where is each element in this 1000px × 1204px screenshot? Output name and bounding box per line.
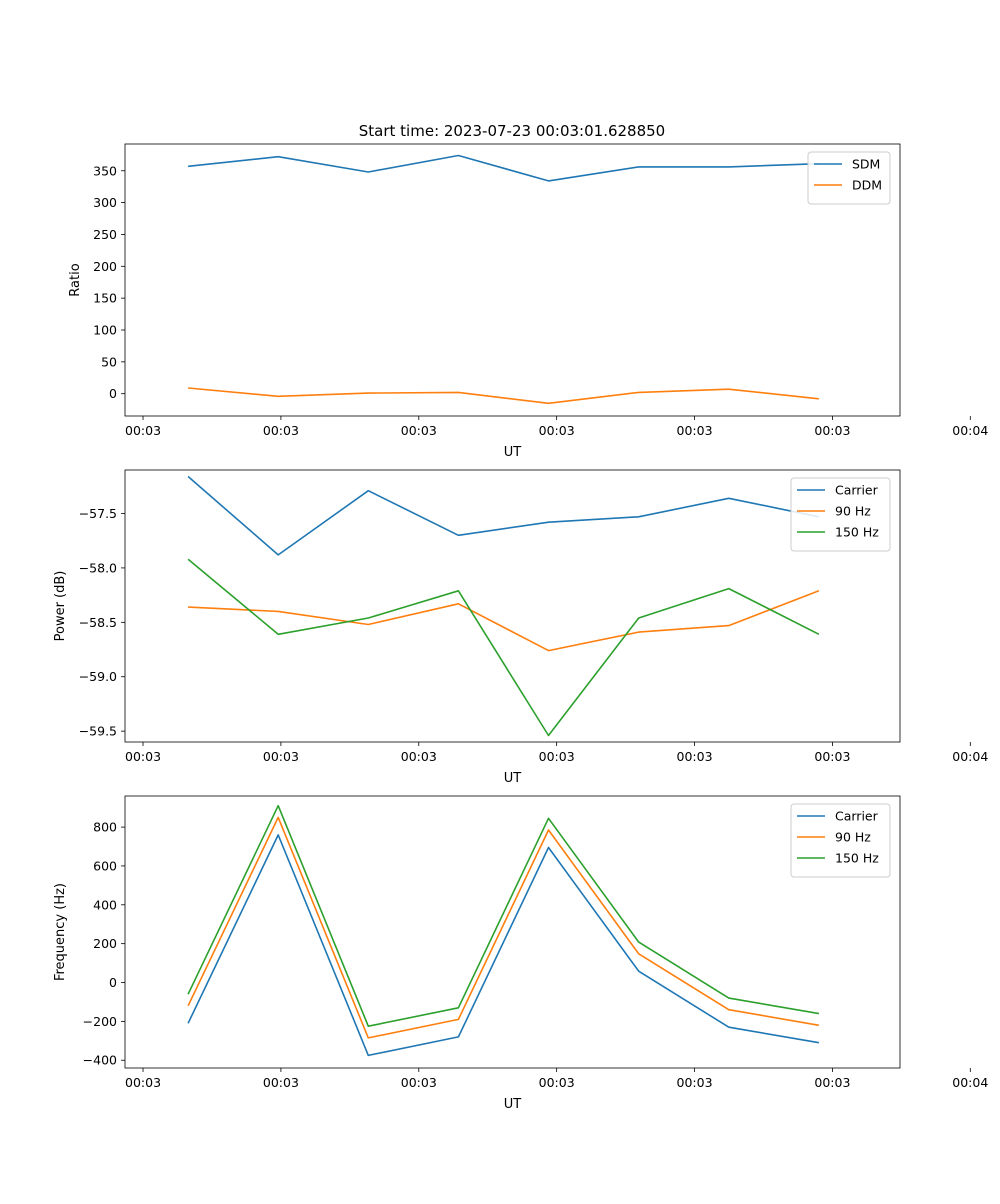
series-line-sdm (188, 154, 819, 182)
x-tick-label: 00:03 (401, 749, 437, 764)
legend-label: 90 Hz (835, 504, 871, 519)
series-line-150-hz (187, 804, 820, 1027)
y-tick-label: 50 (101, 354, 117, 369)
x-tick-label: 00:03 (125, 1075, 161, 1090)
x-tick-label: 00:04 (952, 1075, 988, 1090)
x-tick-label: 00:03 (814, 749, 850, 764)
x-tick-label: 00:04 (952, 749, 988, 764)
x-tick-label: 00:03 (125, 423, 161, 438)
legend-label: 150 Hz (835, 525, 879, 540)
plot-frame (124, 795, 901, 1069)
series-line-carrier (187, 475, 820, 556)
y-tick-label: −200 (83, 1014, 117, 1029)
legend-label: Carrier (835, 483, 879, 498)
y-tick-label: 0 (109, 386, 117, 401)
legend-label: SDM (852, 157, 880, 172)
legend: SDM DDM (807, 151, 891, 205)
plot-frame (124, 469, 901, 743)
y-axis-label: Frequency (Hz) (53, 883, 68, 981)
x-tick-label: 00:03 (814, 423, 850, 438)
x-tick-label: 00:03 (263, 749, 299, 764)
x-tick-label: 00:03 (539, 749, 575, 764)
y-tick-label: 0 (109, 975, 117, 990)
x-tick-label: 00:03 (263, 423, 299, 438)
legend-box (807, 151, 891, 205)
frequency-plot: 00:03 00:03 00:03 00:03 00:03 00:03 00:04 −400 −… (53, 795, 988, 1112)
y-tick-label: −57.5 (79, 506, 117, 521)
x-tick-label: 00:03 (677, 1075, 713, 1090)
y-tick-label: 600 (93, 858, 117, 873)
x-tick-label: 00:03 (263, 1075, 299, 1090)
y-tick-label: −58.0 (79, 560, 117, 575)
series-line-90-hz (188, 590, 820, 652)
x-tick-label: 00:03 (401, 423, 437, 438)
x-tick-label: 00:03 (401, 1075, 437, 1090)
plot-frame (124, 143, 901, 417)
x-tick-label: 00:03 (539, 1075, 575, 1090)
y-axis-label: Ratio (68, 263, 83, 296)
ratio-plot: 00:03 00:03 00:03 00:03 00:03 00:03 00:04 0 50 10… (68, 143, 988, 460)
x-tick-label: 00:03 (677, 423, 713, 438)
x-axis-label: UT (504, 445, 522, 460)
y-tick-label: 200 (93, 259, 117, 274)
x-tick-label: 00:04 (952, 423, 988, 438)
legend: Carrier 90 Hz 150 Hz (790, 803, 891, 878)
series-line-ddm (188, 387, 819, 405)
x-tick-label: 00:03 (125, 749, 161, 764)
y-tick-label: 400 (93, 897, 117, 912)
y-tick-label: −400 (83, 1053, 117, 1068)
x-tick-label: 00:03 (814, 1075, 850, 1090)
y-tick-label: 300 (93, 195, 117, 210)
y-tick-label: −58.5 (79, 615, 117, 630)
y-axis-label: Power (dB) (53, 571, 68, 642)
legend: Carrier 90 Hz 150 Hz (790, 477, 891, 552)
x-axis-label: UT (504, 1097, 522, 1112)
legend-label: Carrier (835, 809, 879, 824)
x-tick-label: 00:03 (539, 423, 575, 438)
series-line-150-hz (187, 558, 820, 737)
x-tick-label: 00:03 (677, 749, 713, 764)
y-tick-label: 150 (93, 291, 117, 306)
y-tick-label: 800 (93, 820, 117, 835)
legend-label: 150 Hz (835, 851, 879, 866)
y-tick-label: 200 (93, 936, 117, 951)
y-tick-label: 100 (93, 323, 117, 338)
y-tick-label: 250 (93, 227, 117, 242)
legend-label: DDM (852, 178, 882, 193)
power-plot: 00:03 00:03 00:03 00:03 00:03 00:03 00:04 −59.5… (53, 469, 988, 786)
y-tick-label: −59.0 (79, 669, 117, 684)
legend-label: 90 Hz (835, 830, 871, 845)
series-line-carrier (187, 834, 820, 1057)
figure-title: Start time: 2023-07-23 00:03:01.628850 (359, 122, 665, 140)
series-line-90-hz (187, 816, 820, 1039)
x-axis-label: UT (504, 771, 522, 786)
y-tick-label: 350 (93, 163, 117, 178)
y-tick-label: −59.5 (79, 724, 117, 739)
